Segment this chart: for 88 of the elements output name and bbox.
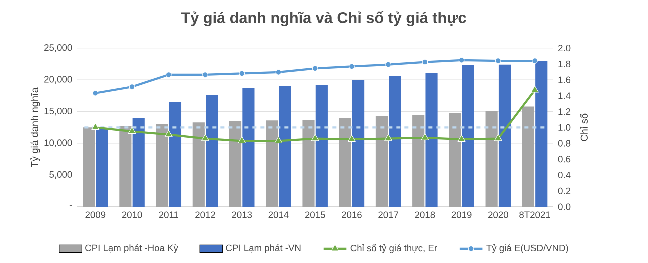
- y2-axis-title: Chỉ số: [580, 114, 588, 142]
- y-axis-title: Tỷ giá danh nghĩa: [30, 88, 40, 168]
- y2-tick-label: 0.6: [558, 156, 571, 163]
- y2-tick-label: 0.4: [558, 172, 571, 179]
- y-tick-label: 10,000: [44, 140, 72, 148]
- point: [495, 58, 502, 64]
- point: [532, 58, 538, 64]
- bar: [120, 126, 132, 207]
- y-tick-label: 20,000: [44, 76, 72, 84]
- y2-tick-label: 0.0: [558, 204, 571, 210]
- y2-tick-label: 2.0: [558, 45, 571, 52]
- legend-label: Chỉ số tỷ giá thực, Er: [350, 244, 438, 254]
- point: [274, 136, 283, 144]
- x-tick-label: 2012: [196, 212, 216, 218]
- bar: [242, 88, 255, 207]
- y-tick-label: 5,000: [50, 171, 72, 180]
- point: [458, 135, 466, 142]
- y2-tick-label: 1.6: [558, 76, 571, 84]
- point: [312, 66, 318, 72]
- bar: [339, 118, 352, 207]
- bar: [169, 102, 182, 207]
- bar: [522, 106, 534, 207]
- point: [239, 70, 246, 77]
- bar: [412, 114, 425, 207]
- bar: [229, 121, 242, 207]
- point: [92, 90, 99, 96]
- point: [494, 134, 502, 142]
- point: [166, 72, 172, 78]
- point: [129, 84, 136, 90]
- bar: [462, 65, 474, 207]
- bar: [206, 95, 218, 207]
- y2-tick-label: 1.8: [558, 60, 571, 68]
- bar: [83, 128, 96, 207]
- x-tick-label: 2017: [378, 212, 398, 218]
- point: [202, 134, 210, 142]
- point: [349, 64, 355, 70]
- x-tick-label: 2009: [86, 212, 106, 218]
- bar: [498, 64, 512, 207]
- bar: [156, 124, 168, 207]
- point: [276, 70, 282, 76]
- bar: [376, 116, 388, 207]
- bar: [316, 85, 328, 207]
- x-tick-label: 2011: [159, 212, 178, 218]
- bar: [536, 61, 548, 207]
- point: [348, 135, 356, 142]
- y2-tick-label: 0.8: [558, 140, 571, 147]
- point: [386, 62, 392, 68]
- x-tick-label: 2013: [232, 212, 252, 218]
- bar: [266, 120, 278, 207]
- legend-label: CPI Lạm phát -VN: [226, 244, 301, 254]
- point: [92, 123, 100, 130]
- bar: [449, 113, 462, 207]
- x-tick-label: 2018: [415, 212, 436, 218]
- bar: [192, 122, 205, 207]
- chart-title: Tỷ giá danh nghĩa và Chỉ số tỷ giá thực: [181, 11, 466, 26]
- bar: [279, 86, 292, 207]
- point: [531, 86, 539, 93]
- legend-label: Tỷ giá E(USD/VND): [486, 244, 568, 254]
- point: [164, 130, 173, 138]
- point: [422, 59, 428, 66]
- point: [202, 72, 208, 78]
- point: [238, 136, 246, 144]
- bar: [352, 80, 365, 207]
- point: [421, 133, 430, 140]
- y-tick-label: 25,000: [44, 44, 72, 52]
- y2-tick-label: 1.4: [558, 92, 571, 100]
- bar: [486, 111, 498, 207]
- point: [384, 134, 393, 142]
- y2-tick-label: 0.2: [558, 188, 571, 194]
- y-tick-label: 15,000: [44, 108, 72, 116]
- bar: [389, 76, 402, 207]
- x-tick-label: 8T2021: [520, 212, 550, 218]
- bar: [96, 128, 108, 207]
- point: [458, 57, 465, 64]
- x-tick-label: 2015: [305, 212, 326, 218]
- bar: [302, 120, 315, 207]
- x-tick-label: 2010: [122, 212, 142, 218]
- point: [128, 127, 136, 134]
- x-tick-label: 2019: [452, 212, 472, 218]
- x-tick-label: 2020: [488, 212, 508, 218]
- legend-label: CPI Lạm phát -Hoa Kỳ: [86, 244, 178, 254]
- bar: [426, 73, 438, 207]
- bar: [132, 118, 145, 207]
- x-tick-label: 2014: [268, 212, 289, 218]
- y2-tick-label: 1.2: [558, 108, 571, 116]
- y2-tick-label: 1.0: [558, 124, 571, 131]
- point: [311, 134, 320, 142]
- x-tick-label: 2016: [342, 212, 362, 218]
